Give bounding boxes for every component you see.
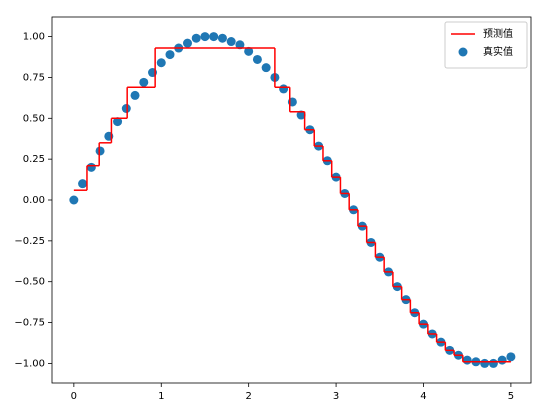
- scatter-point: [497, 355, 507, 365]
- scatter-point: [480, 358, 490, 368]
- y-tick-label: 0.25: [23, 154, 45, 165]
- scatter-point: [252, 54, 262, 64]
- scatter-point: [209, 32, 219, 42]
- legend-label: 预测值: [483, 27, 513, 40]
- scatter-point: [121, 104, 131, 113]
- y-tick-label: −0.75: [14, 318, 45, 329]
- scatter-point: [506, 352, 516, 362]
- scatter-point: [296, 110, 306, 120]
- scatter-point: [95, 146, 105, 156]
- legend-label: 真实值: [483, 45, 513, 58]
- scatter-point: [113, 117, 123, 127]
- y-tick-label: 1.00: [23, 32, 45, 43]
- y-tick-label: −0.50: [14, 277, 45, 288]
- scatter-point: [235, 40, 245, 50]
- scatter-point: [182, 38, 192, 48]
- y-tick-label: 0.00: [23, 195, 45, 206]
- y-tick-label: 0.75: [23, 72, 45, 83]
- x-tick-label: 3: [333, 391, 339, 402]
- scatter-point: [86, 162, 96, 172]
- scatter-point: [130, 90, 140, 100]
- scatter-point: [261, 63, 271, 73]
- scatter-point: [200, 32, 210, 42]
- scatter-point: [217, 33, 227, 43]
- scatter-point: [191, 33, 201, 43]
- scatter-point: [165, 50, 175, 60]
- x-tick-label: 0: [71, 391, 77, 402]
- x-tick-label: 5: [508, 391, 514, 402]
- y-tick-label: −0.25: [14, 236, 45, 247]
- x-tick-label: 1: [158, 391, 164, 402]
- x-tick-label: 4: [420, 391, 426, 402]
- scatter-point: [244, 46, 254, 56]
- scatter-point: [69, 195, 79, 205]
- legend-marker: [458, 47, 468, 57]
- scatter-point: [488, 358, 498, 368]
- scatter-point: [226, 37, 236, 47]
- scatter-point: [78, 179, 88, 189]
- y-tick-label: 0.50: [23, 113, 45, 124]
- scatter-point: [462, 355, 472, 365]
- scatter-point: [279, 84, 289, 94]
- plot-frame: [51, 16, 532, 384]
- x-tick-label: 2: [245, 391, 251, 402]
- y-tick-label: −1.00: [14, 358, 45, 369]
- scatter-point: [139, 77, 149, 87]
- scatter-point: [156, 58, 166, 68]
